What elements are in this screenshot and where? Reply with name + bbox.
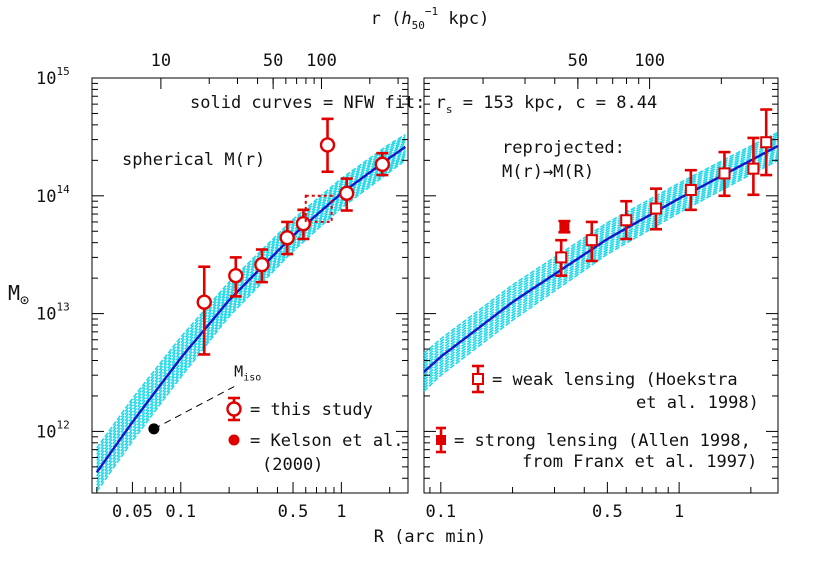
- data-point-weak-lensing: [650, 202, 663, 215]
- data-point-this-study: [228, 267, 244, 284]
- right-panel-label-line1: reprojected:: [502, 138, 625, 158]
- right-band-strand: [423, 155, 779, 387]
- right-band-strand: [423, 151, 779, 381]
- left-x-tick-label: 1: [336, 502, 346, 522]
- legend-strong-label-1: = strong lensing (Allen 1998,: [454, 431, 751, 451]
- right-x-tick-label: 1: [674, 502, 684, 522]
- left-nfw-fit-curve: [95, 145, 406, 473]
- right-x-tick-label: 0.1: [425, 502, 456, 522]
- right-band-strand: [423, 133, 779, 357]
- right-top-tick-label: 50: [568, 51, 588, 71]
- y-tick-label: 1013: [36, 301, 70, 325]
- right-data-points: [555, 108, 773, 277]
- legend-kelson: = Kelson et al. (2000): [228, 431, 404, 475]
- axis-ticks: 0.05 0.1 0.5 1 10 50 100 0.1 0.5 1 50 100 1012 1013 10…: [36, 51, 778, 522]
- y-axis-label: M⊙: [8, 281, 29, 309]
- right-band-strand: [423, 157, 779, 389]
- right-band-strand: [423, 135, 779, 360]
- left-band-strand: [96, 139, 406, 458]
- legend-kelson-label-2: (2000): [262, 455, 323, 475]
- y-tick-label: 1015: [36, 65, 70, 89]
- legend-this-study-label: = this study: [250, 400, 373, 420]
- left-fit-line: [95, 145, 406, 473]
- data-point-this-study: [339, 185, 355, 202]
- legend-this-study: = this study: [226, 396, 373, 422]
- left-panel-label: spherical M(r): [122, 150, 265, 170]
- left-band-strand: [96, 145, 406, 468]
- right-band-strand: [423, 131, 779, 354]
- legend-weak-label-2: et al. 1998): [636, 393, 759, 413]
- data-point-strong-lensing: [559, 221, 570, 232]
- data-point-weak-lensing: [555, 251, 568, 264]
- left-band-strand: [96, 137, 406, 455]
- data-point-this-study: [279, 230, 295, 246]
- m-iso-leader-line: [153, 386, 235, 430]
- legend-filled-square-marker: [436, 435, 446, 445]
- data-point-weak-lensing: [620, 214, 633, 227]
- data-point-weak-lensing: [760, 136, 773, 149]
- left-top-tick-label: 10: [151, 51, 171, 71]
- right-x-tick-label: 0.5: [592, 502, 623, 522]
- y-tick-label: 1014: [36, 183, 70, 207]
- right-band-strand: [423, 149, 779, 379]
- left-band-strand: [96, 141, 406, 461]
- left-band-strand: [96, 157, 406, 489]
- legend-open-square-marker: [472, 373, 484, 385]
- m-iso-label: Miso: [234, 363, 261, 384]
- left-x-tick-label: 0.1: [165, 502, 196, 522]
- y-tick-label: 1012: [36, 418, 70, 442]
- right-top-tick-label: 100: [634, 51, 665, 71]
- x-axis-label: R (arc min): [374, 527, 487, 547]
- left-band-strand: [96, 135, 406, 452]
- data-point-this-study: [319, 137, 336, 153]
- data-point-weak-lensing: [718, 167, 731, 180]
- m-iso-annotation: Miso: [153, 363, 261, 430]
- legend-strong-lensing: = strong lensing (Allen 1998, from Franx…: [436, 426, 757, 472]
- legend-kelson-label-1: = Kelson et al.: [250, 431, 404, 451]
- top-axis-label: r (h50−1 kpc): [371, 5, 490, 32]
- data-point-this-study: [254, 257, 270, 273]
- left-band-strand: [96, 152, 406, 480]
- left-panel-frame: [91, 77, 409, 494]
- fit-title: solid curves = NFW fit: rs = 153 kpc, c …: [190, 93, 657, 116]
- data-point-this-study: [295, 215, 312, 232]
- data-point-weak-lensing: [747, 162, 760, 175]
- dotted-box: [304, 194, 333, 223]
- left-band-strand: [96, 143, 406, 465]
- left-band-strand: [96, 150, 406, 477]
- left-data-points: [148, 117, 391, 435]
- right-panel-frame: [423, 77, 779, 494]
- legend-open-circle-marker: [226, 401, 242, 417]
- right-band-strand: [423, 159, 779, 392]
- right-band-strand: [423, 153, 779, 384]
- left-band-strand: [96, 134, 406, 449]
- legend-filled-circle-marker: [228, 434, 240, 446]
- left-top-tick-label: 50: [263, 51, 283, 71]
- legend-weak-label-1: = weak lensing (Hoekstra: [492, 370, 738, 390]
- left-x-tick-label: 0.5: [278, 502, 309, 522]
- left-top-tick-label: 100: [306, 51, 337, 71]
- legend-weak-lensing: = weak lensing (Hoekstra et al. 1998): [472, 364, 759, 413]
- right-band-strand: [423, 147, 779, 376]
- data-point-weak-lensing: [585, 234, 598, 247]
- data-point-weak-lensing: [684, 184, 697, 197]
- left-band-strand: [96, 159, 406, 492]
- legend-strong-label-2: from Franx et al. 1997): [522, 452, 757, 472]
- right-panel-label-line2: M(r)→M(R): [502, 162, 594, 182]
- data-point-this-study: [196, 294, 212, 310]
- data-point-this-study: [374, 156, 391, 173]
- left-x-tick-label: 0.05: [112, 502, 153, 522]
